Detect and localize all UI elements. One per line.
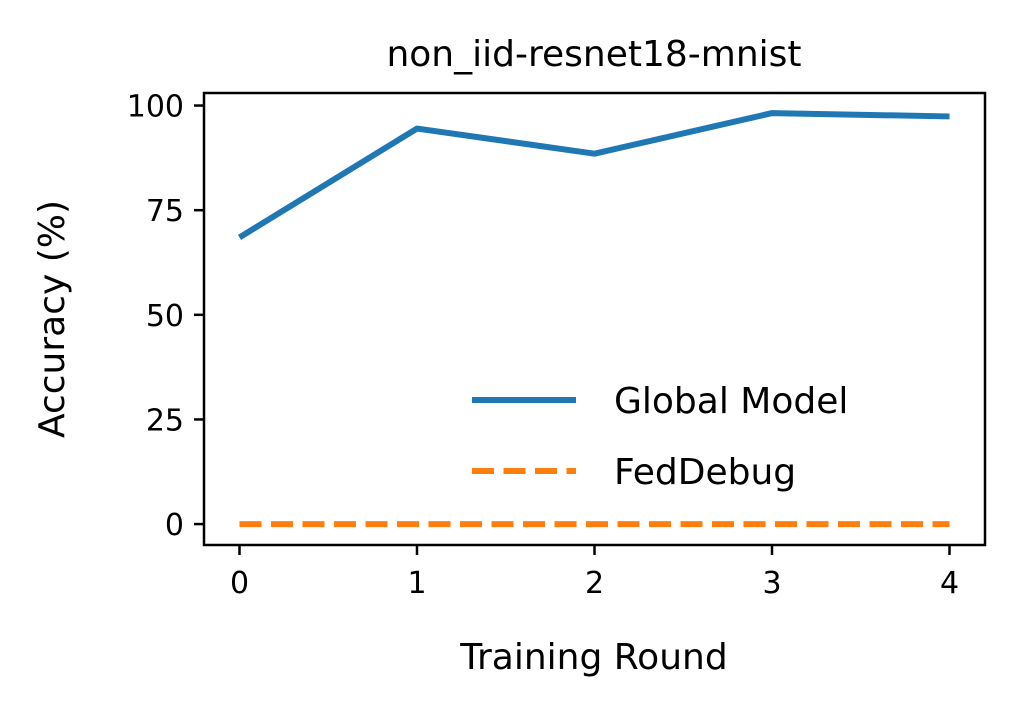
x-tick-label: 1: [407, 566, 426, 601]
series-line-global-model: [237, 110, 950, 240]
legend: Global Model FedDebug: [472, 381, 848, 493]
y-axis: 0 25 50 75 100: [127, 90, 204, 543]
y-tick-label: 25: [146, 403, 184, 438]
legend-label: Global Model: [614, 381, 848, 422]
x-tick-label: 2: [585, 566, 604, 601]
y-tick-label: 75: [146, 194, 184, 229]
plot-area: [202, 91, 987, 547]
y-tick-label: 0: [165, 508, 184, 543]
y-tick-label: 100: [127, 90, 184, 125]
y-axis-title: Accuracy (%): [32, 200, 73, 438]
series-layer: [237, 110, 950, 528]
plot-frame: [202, 91, 987, 547]
chart-title: non_iid-resnet18-mnist: [386, 34, 801, 75]
legend-label: FedDebug: [614, 452, 796, 493]
x-tick-label: 4: [940, 566, 959, 601]
x-tick-label: 0: [230, 566, 249, 601]
y-tick-label: 50: [146, 299, 184, 334]
x-tick-label: 3: [762, 566, 781, 601]
x-axis-title: Training Round: [459, 637, 727, 678]
x-axis: 0 1 2 3 4: [230, 545, 959, 601]
